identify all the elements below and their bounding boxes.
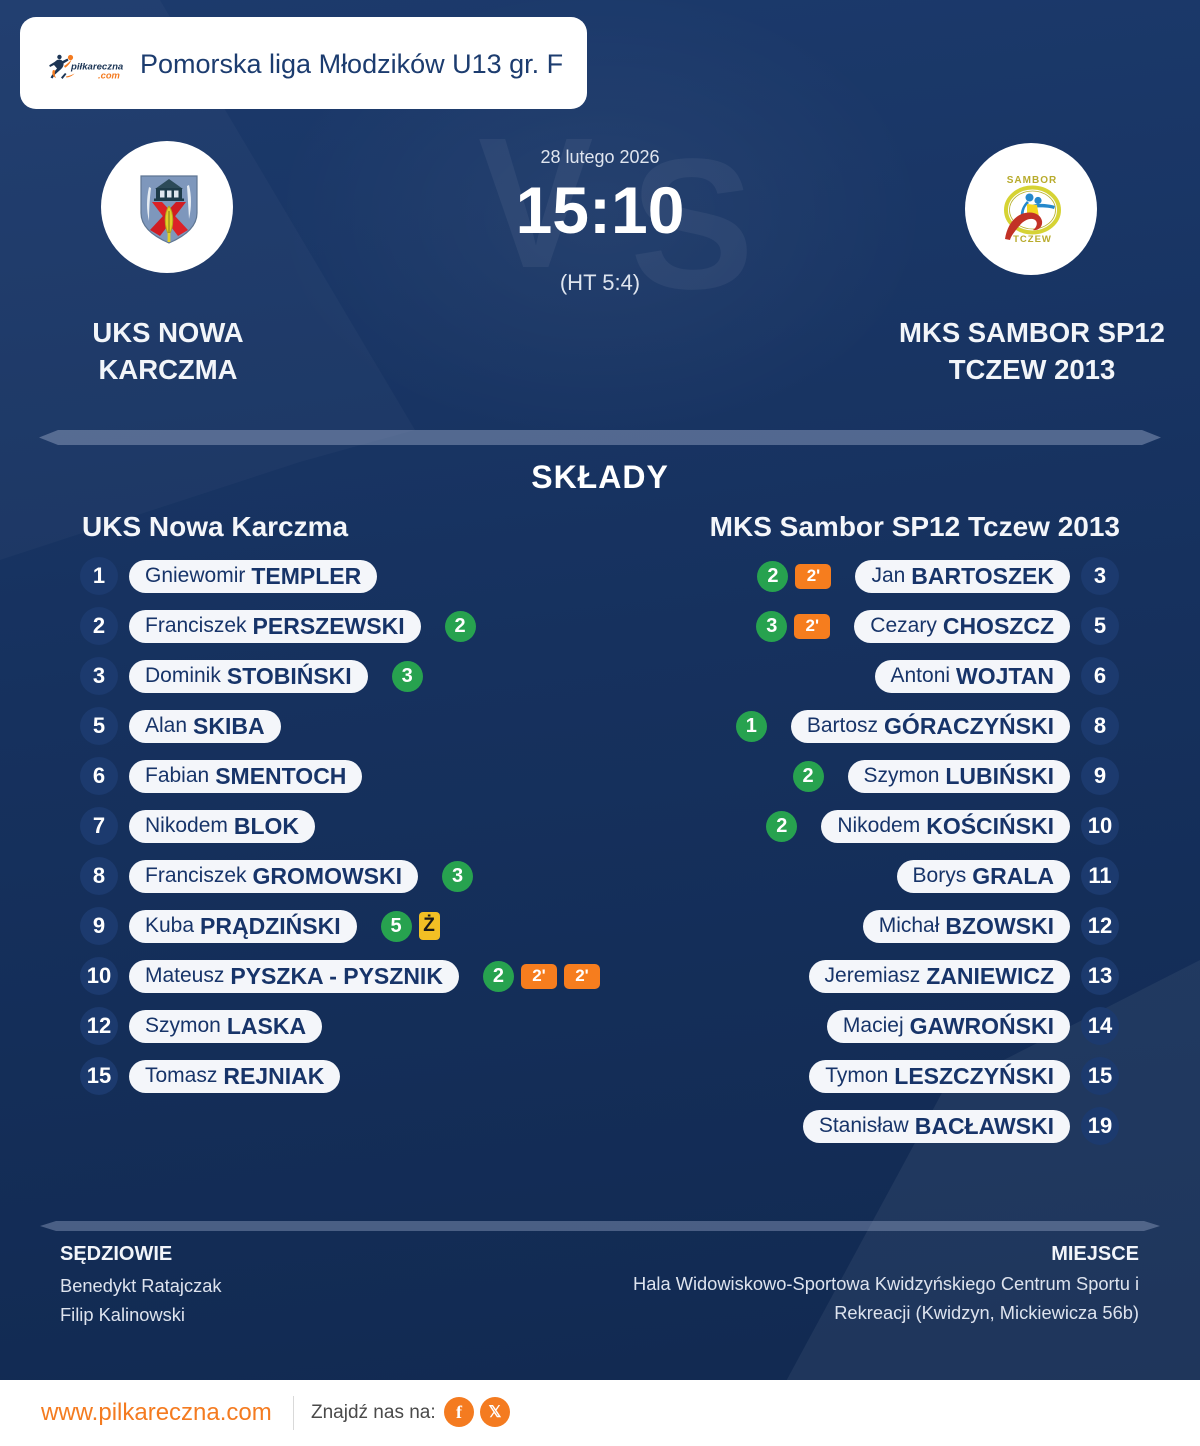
svg-text:piłkareczna: piłkareczna <box>70 62 124 73</box>
svg-text:SAMBOR: SAMBOR <box>1007 175 1057 186</box>
svg-text:.com: .com <box>98 70 120 81</box>
svg-text:TCZEW: TCZEW <box>1013 234 1052 245</box>
